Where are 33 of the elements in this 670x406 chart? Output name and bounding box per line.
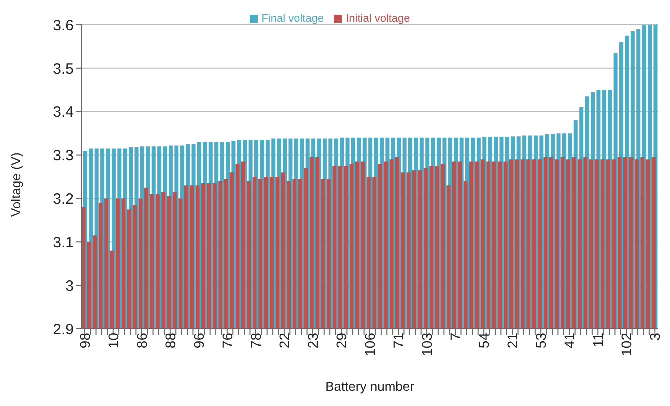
y-tick-label: 3.1 bbox=[53, 234, 74, 252]
y-tick-label: 3.3 bbox=[53, 148, 74, 165]
x-tick-label: 103 bbox=[418, 332, 435, 356]
x-tick-label: 102 bbox=[618, 332, 635, 356]
x-tick-label: 106 bbox=[362, 332, 378, 356]
x-tick-label: 29 bbox=[333, 332, 350, 349]
y-axis-title: Voltage (V) bbox=[8, 152, 24, 217]
y-tick-label: 2.9 bbox=[53, 321, 74, 338]
x-tick-label: 78 bbox=[248, 332, 264, 349]
x-tick-label: 10 bbox=[105, 332, 122, 349]
y-tick-label: 3.6 bbox=[53, 17, 74, 34]
x-tick-label: 86 bbox=[134, 332, 150, 349]
x-tick-label: 88 bbox=[162, 332, 178, 349]
x-tick-label: 7 bbox=[447, 332, 464, 341]
x-tick-label: 21 bbox=[504, 332, 521, 349]
x-tick-label: 71 bbox=[390, 332, 406, 349]
y-tick-label: 3.2 bbox=[53, 191, 74, 208]
x-tick-label: 22 bbox=[276, 332, 292, 349]
x-tick-label: 3 bbox=[647, 332, 664, 341]
x-tick-label: 54 bbox=[476, 332, 492, 349]
x-tick-label: 23 bbox=[304, 332, 321, 349]
legend-label: Initial voltage bbox=[346, 13, 410, 25]
y-tick-label: 3 bbox=[66, 278, 74, 295]
legend-label: Final voltage bbox=[262, 13, 324, 25]
x-tick-label: 96 bbox=[190, 332, 207, 349]
x-tick-label: 41 bbox=[562, 332, 578, 349]
x-tick-label: 98 bbox=[76, 332, 93, 349]
x-tick-label: 53 bbox=[533, 332, 550, 349]
y-tick-label: 3.5 bbox=[53, 60, 74, 78]
x-tick-label: 76 bbox=[219, 332, 236, 349]
y-tick-label: 3.4 bbox=[53, 104, 74, 122]
x-tick-label: 11 bbox=[590, 332, 606, 348]
x-axis-title: Battery number bbox=[326, 379, 416, 394]
